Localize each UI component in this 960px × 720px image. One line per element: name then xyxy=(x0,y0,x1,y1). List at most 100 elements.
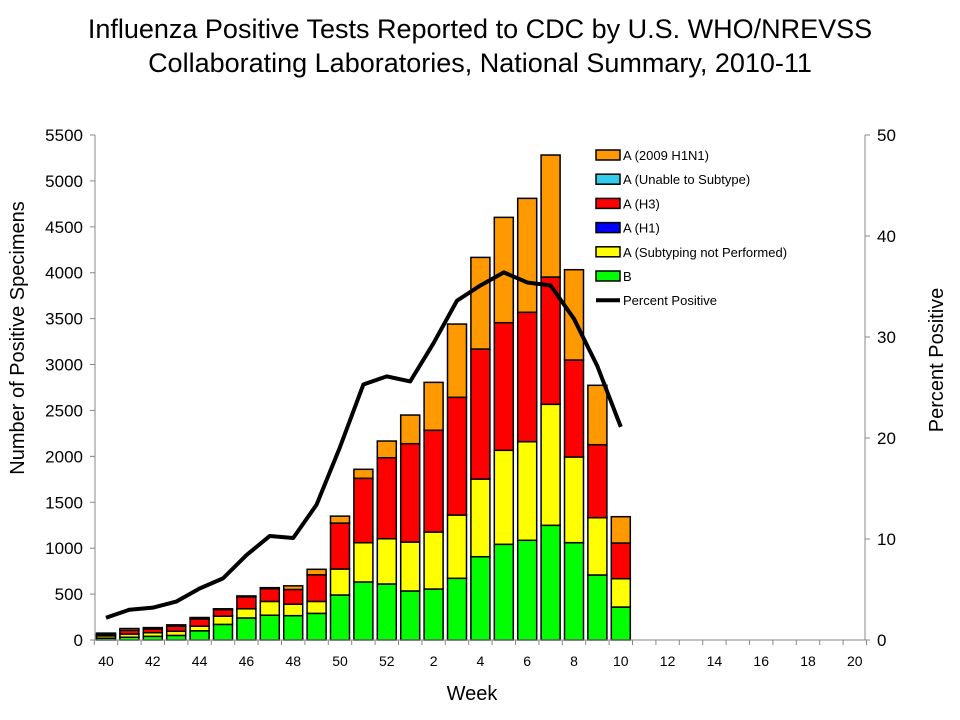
bar-segment xyxy=(470,555,491,641)
bar-segment xyxy=(376,583,398,641)
legend-label: A (H3) xyxy=(623,196,660,211)
y2-tick-label: 40 xyxy=(877,227,896,246)
bar-segment xyxy=(282,614,304,641)
x-tick-label: 18 xyxy=(800,653,816,669)
legend-swatch xyxy=(595,149,621,161)
y2-tick-label: 50 xyxy=(877,126,896,145)
bar-segment xyxy=(610,577,632,608)
legend-swatch xyxy=(595,197,621,210)
y2-tick-label: 20 xyxy=(877,429,896,448)
bar-segment xyxy=(516,539,538,641)
bar-segment xyxy=(376,537,398,585)
bar-segment xyxy=(610,542,632,580)
bar-segment xyxy=(236,595,257,598)
bar-segment xyxy=(259,586,281,590)
legend-swatch xyxy=(595,221,621,234)
bar-segment xyxy=(446,323,468,399)
bar-segment xyxy=(189,630,210,641)
bar-segment xyxy=(189,616,210,620)
bar-segment xyxy=(470,348,491,480)
y-tick-label: 0 xyxy=(74,631,83,650)
bar-segment xyxy=(423,588,444,641)
bar-segment xyxy=(446,396,468,516)
bar-segment xyxy=(95,632,117,636)
x-axis-label: Week xyxy=(447,683,499,705)
y-tick-label: 2500 xyxy=(45,401,83,420)
bar-segment xyxy=(306,600,327,615)
bar-segment xyxy=(399,541,421,592)
bar-segment xyxy=(399,414,421,445)
x-tick-label: 8 xyxy=(570,653,578,669)
legend-label: A (2009 H1N1) xyxy=(623,148,709,163)
bar-segment xyxy=(587,443,608,519)
x-tick-label: 10 xyxy=(613,653,629,669)
y-tick-label: 5000 xyxy=(45,172,83,191)
legend-label: B xyxy=(623,269,632,284)
y-tick-label: 3500 xyxy=(45,310,83,329)
bar-segment xyxy=(516,311,538,443)
bar-segment xyxy=(563,456,585,544)
y-tick-label: 1500 xyxy=(45,493,83,512)
bar-segment xyxy=(282,603,304,617)
x-tick-label: 20 xyxy=(847,653,863,669)
bar-segment xyxy=(119,627,140,632)
bar-segment xyxy=(446,577,468,641)
legend-item: A (Subtyping not Performed) xyxy=(595,245,787,260)
bar-segment xyxy=(306,612,327,641)
bar-segment xyxy=(399,590,421,641)
bar-segment xyxy=(259,614,281,641)
bar-segment xyxy=(306,574,327,603)
x-tick-label: 42 xyxy=(145,653,161,669)
x-tick-label: 44 xyxy=(192,653,208,669)
bar-segment xyxy=(540,524,561,641)
legend-label: A (Subtyping not Performed) xyxy=(623,245,787,260)
bar-segment xyxy=(376,456,398,540)
legend-item: B xyxy=(595,269,632,284)
bar-segment xyxy=(587,516,608,576)
legend-item: A (2009 H1N1) xyxy=(595,148,709,163)
bar-segment xyxy=(142,626,164,630)
y-tick-label: 5500 xyxy=(45,126,83,145)
x-tick-label: 14 xyxy=(707,653,723,669)
bar-segment xyxy=(493,216,515,324)
bar-segment xyxy=(236,608,257,619)
x-tick-label: 48 xyxy=(285,653,301,669)
bar-segment xyxy=(587,384,608,446)
chart-title-line1: Influenza Positive Tests Reported to CDC… xyxy=(88,14,872,44)
x-tick-label: 52 xyxy=(379,653,395,669)
legend-label: Percent Positive xyxy=(623,293,717,308)
bar-segment xyxy=(259,600,281,616)
y2-tick-label: 30 xyxy=(877,328,896,347)
bar-segment xyxy=(493,449,515,546)
bar-segment xyxy=(610,606,632,641)
bar-segment xyxy=(540,403,561,527)
bar-segment xyxy=(610,515,632,544)
bar-segment xyxy=(236,596,257,610)
bar-segment xyxy=(353,581,374,641)
bar-segment xyxy=(353,541,374,583)
bar-segment xyxy=(329,515,351,524)
bar-segment xyxy=(282,588,304,605)
y-tick-label: 3000 xyxy=(45,356,83,375)
bar-segment xyxy=(259,587,281,603)
bar-segment xyxy=(516,440,538,542)
bar-segment xyxy=(212,615,234,626)
x-tick-label: 6 xyxy=(523,653,531,669)
y-axis-label: Number of Positive Specimens xyxy=(7,201,29,474)
bar-segment xyxy=(563,268,585,361)
bar-segment xyxy=(329,568,351,596)
legend-item: Percent Positive xyxy=(596,293,717,308)
bar-segment xyxy=(376,440,398,459)
bar-segment xyxy=(329,594,351,641)
x-tick-label: 50 xyxy=(332,653,348,669)
bar-segment xyxy=(189,618,210,627)
bar-segment xyxy=(399,442,421,543)
y-tick-label: 4500 xyxy=(45,218,83,237)
legend-swatch xyxy=(595,246,621,258)
x-tick-label: 2 xyxy=(430,653,438,669)
bar-segment xyxy=(563,541,585,641)
bar-segment xyxy=(212,608,234,617)
x-tick-label: 46 xyxy=(239,653,255,669)
